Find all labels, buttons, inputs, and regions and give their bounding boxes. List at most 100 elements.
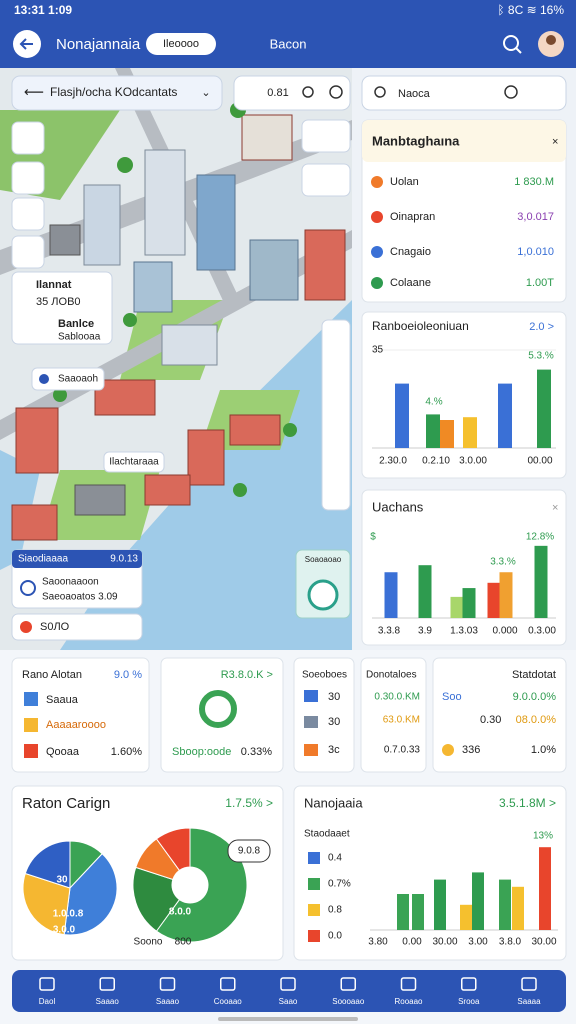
search-icon[interactable] bbox=[504, 85, 518, 99]
nav-icon[interactable] bbox=[400, 977, 417, 991]
nav-label: Rooaao bbox=[394, 997, 423, 1006]
bar bbox=[418, 565, 432, 618]
map-tool[interactable] bbox=[11, 235, 45, 269]
stat-card[interactable] bbox=[160, 657, 284, 773]
nav-icon[interactable] bbox=[521, 977, 537, 991]
building bbox=[249, 239, 299, 301]
filter-pill[interactable] bbox=[146, 33, 216, 55]
stat-card[interactable] bbox=[432, 657, 567, 773]
nav-icon[interactable] bbox=[220, 977, 236, 991]
bar bbox=[512, 886, 524, 930]
stat-card[interactable] bbox=[11, 657, 150, 773]
side-search-text: Naoca bbox=[398, 88, 431, 100]
map-locate-icon[interactable] bbox=[329, 85, 343, 99]
pie-card-action[interactable]: 1.7.5% > bbox=[225, 796, 273, 810]
bubble-text: 9.0.8 bbox=[238, 846, 261, 857]
card-row-value: 1.0% bbox=[531, 744, 556, 756]
status-time: 13:31 1:09 bbox=[14, 3, 72, 17]
side-search[interactable] bbox=[361, 75, 567, 111]
x-tick-label: 0.00 bbox=[402, 937, 422, 948]
map-tool[interactable] bbox=[301, 119, 351, 153]
building bbox=[144, 149, 186, 256]
pie-card-title: Raton Carign bbox=[22, 795, 110, 812]
card-row: 63.0.KM bbox=[383, 715, 420, 726]
building bbox=[15, 407, 59, 474]
nav-label: Cooaao bbox=[214, 997, 243, 1006]
poi-card[interactable] bbox=[11, 271, 113, 345]
nav-icon[interactable] bbox=[280, 977, 296, 991]
map-label[interactable] bbox=[31, 367, 105, 391]
card-row: Aaaaaroooo bbox=[46, 719, 106, 731]
nav-icon[interactable] bbox=[340, 977, 356, 991]
map-tool[interactable] bbox=[11, 121, 45, 155]
row-label: Oinapran bbox=[390, 211, 435, 223]
map-label-text: Saaoaoh bbox=[58, 374, 98, 385]
building bbox=[83, 184, 121, 266]
search-icon[interactable] bbox=[503, 35, 519, 51]
chart-action[interactable]: 2.0 > bbox=[529, 321, 554, 333]
map-search[interactable] bbox=[11, 75, 223, 111]
map-tool[interactable] bbox=[11, 161, 45, 195]
nav-label: Saaaa bbox=[517, 997, 541, 1006]
speech-bubble bbox=[227, 839, 271, 863]
nav-icon[interactable] bbox=[159, 977, 176, 991]
map-chip[interactable] bbox=[11, 613, 143, 641]
map-label[interactable] bbox=[103, 451, 165, 473]
chart-title: Ranboeioleoniuan bbox=[372, 319, 469, 333]
card-row: 0.7.0.33 bbox=[384, 745, 421, 756]
building bbox=[187, 429, 225, 486]
x-tick-label: 3.0.00 bbox=[459, 456, 487, 467]
annotation: 5.3.% bbox=[528, 351, 554, 362]
card-title: Statdotat bbox=[512, 669, 556, 681]
bar-card-action[interactable]: 3.5.1.8M > bbox=[499, 796, 556, 810]
legend-label: 800 bbox=[175, 937, 192, 948]
building bbox=[11, 504, 58, 541]
building bbox=[161, 324, 218, 366]
bar bbox=[460, 904, 472, 930]
map-side-toolbar[interactable] bbox=[321, 319, 351, 511]
info-card-icon bbox=[20, 580, 36, 596]
stat-card[interactable] bbox=[360, 657, 427, 773]
search-icon bbox=[374, 86, 386, 98]
tree bbox=[283, 423, 297, 437]
x-tick-label: 0.000 bbox=[492, 626, 517, 637]
close[interactable]: × bbox=[552, 502, 558, 514]
tree bbox=[53, 388, 67, 402]
building bbox=[133, 261, 173, 313]
bar-card-title: Nanojaaia bbox=[304, 795, 363, 810]
bar bbox=[450, 596, 464, 618]
map-tool[interactable] bbox=[11, 197, 45, 231]
bar bbox=[499, 879, 511, 930]
status-icons: ᛒ 8C ≋ 16% bbox=[497, 3, 564, 17]
row-label: Cnagaio bbox=[390, 246, 431, 258]
building bbox=[74, 484, 126, 516]
close[interactable]: × bbox=[552, 136, 558, 148]
card-row-label: 0.30 bbox=[480, 714, 501, 726]
tab-label[interactable]: Bacon bbox=[270, 36, 307, 51]
bar bbox=[534, 545, 548, 618]
nav-icon[interactable] bbox=[39, 977, 55, 991]
app-bar bbox=[0, 0, 576, 68]
bar-card bbox=[293, 785, 567, 961]
map-search-icon[interactable] bbox=[302, 86, 314, 98]
row-value: 1 830.M bbox=[514, 176, 554, 188]
nav-icon[interactable] bbox=[461, 977, 477, 991]
map-widget-text: Soaoaoao bbox=[305, 555, 342, 564]
x-tick-label: 0.2.10 bbox=[422, 456, 450, 467]
pie-slice bbox=[155, 827, 191, 872]
tree bbox=[233, 483, 247, 497]
bar bbox=[440, 420, 454, 448]
annotation: $ bbox=[370, 532, 376, 543]
stat-card[interactable] bbox=[293, 657, 355, 773]
card-row: 3c bbox=[328, 744, 340, 756]
map-tool[interactable] bbox=[301, 163, 351, 197]
card-value: 0.33% bbox=[241, 746, 272, 758]
x-tick-label: 1.3.03 bbox=[450, 626, 478, 637]
nav-label: Saao bbox=[279, 997, 298, 1006]
info-card-title: Siaodiaaaa bbox=[18, 554, 68, 565]
nav-icon[interactable] bbox=[99, 977, 115, 991]
map-controls[interactable] bbox=[233, 75, 351, 111]
legend-label: 0.4 bbox=[328, 853, 342, 864]
y-tick-label: 35 bbox=[372, 345, 384, 356]
card-icon bbox=[24, 744, 38, 758]
